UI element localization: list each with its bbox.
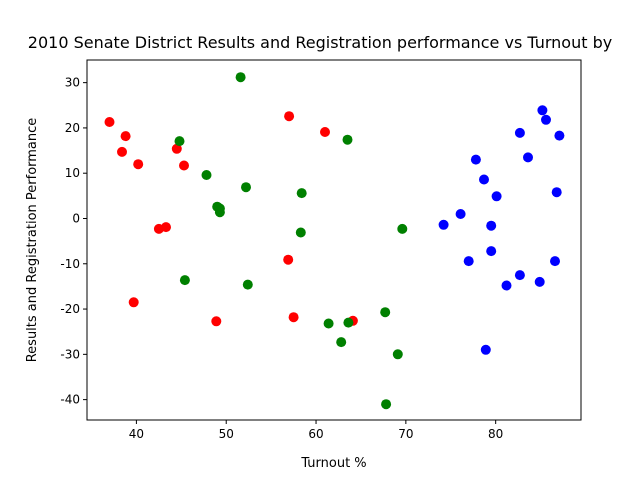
data-point (537, 105, 548, 116)
data-point (214, 207, 225, 218)
data-point (486, 220, 497, 231)
data-point (550, 256, 560, 267)
data-point (455, 209, 466, 219)
data-point (171, 143, 182, 154)
x-axis-label: Turnout % (300, 456, 366, 471)
data-point (295, 227, 306, 238)
data-point (534, 276, 545, 287)
y-tick-label: -10 (60, 257, 80, 271)
data-point (211, 316, 222, 327)
data-point (241, 182, 251, 193)
data-point (463, 256, 474, 267)
data-point (479, 174, 489, 185)
data-point (514, 270, 525, 281)
data-point (179, 160, 189, 171)
data-point (491, 191, 502, 202)
data-point (120, 131, 131, 142)
data-point (117, 146, 127, 157)
data-point (128, 297, 139, 308)
data-point (551, 187, 562, 198)
plot-frame (86, 59, 582, 421)
data-point (288, 312, 299, 323)
data-point (392, 349, 403, 360)
axes: 40 50 60 70 80 -40 -30 -20 -10 0 10 20 30 (60, 59, 582, 441)
data-point (336, 337, 347, 348)
data-point (161, 222, 171, 233)
data-point (380, 307, 391, 318)
data-point (470, 154, 481, 165)
data-point (397, 223, 408, 234)
y-tick-label: 30 (65, 76, 80, 90)
y-tick-label: -40 (60, 393, 80, 407)
data-point (501, 280, 512, 291)
data-point (486, 246, 497, 257)
data-point (438, 219, 449, 230)
y-axis-label: Results and Registration Performance (25, 118, 40, 363)
data-point (541, 114, 551, 125)
data-point (201, 170, 212, 180)
x-tick-label: 80 (488, 427, 503, 441)
y-tick-label: -30 (60, 347, 80, 361)
data-point (320, 127, 330, 137)
y-tick-label: -20 (60, 302, 80, 316)
y-tick-label: 0 (72, 211, 80, 225)
data-point (179, 275, 190, 286)
x-tick-label: 60 (308, 427, 323, 441)
data-point (342, 134, 353, 145)
x-tick-label: 40 (129, 427, 144, 441)
x-tick-label: 70 (398, 427, 413, 441)
y-tick-label: 20 (65, 121, 80, 135)
data-point (554, 130, 565, 141)
data-point (284, 111, 295, 122)
data-point (343, 317, 354, 328)
data-point (381, 399, 392, 410)
y-tick-label: 10 (65, 166, 80, 180)
data-point (514, 127, 525, 138)
data-point (235, 72, 246, 83)
data-point (480, 344, 491, 355)
data-point (523, 152, 533, 163)
data-point (133, 159, 144, 170)
data-point (104, 117, 115, 127)
data-point (283, 254, 294, 265)
x-tick-label: 50 (219, 427, 234, 441)
data-point (174, 136, 185, 147)
data-point (323, 318, 334, 329)
data-point (296, 188, 307, 199)
data-point (242, 279, 253, 290)
data-points (104, 72, 565, 410)
chart-title: 2010 Senate District Results and Registr… (28, 33, 612, 52)
